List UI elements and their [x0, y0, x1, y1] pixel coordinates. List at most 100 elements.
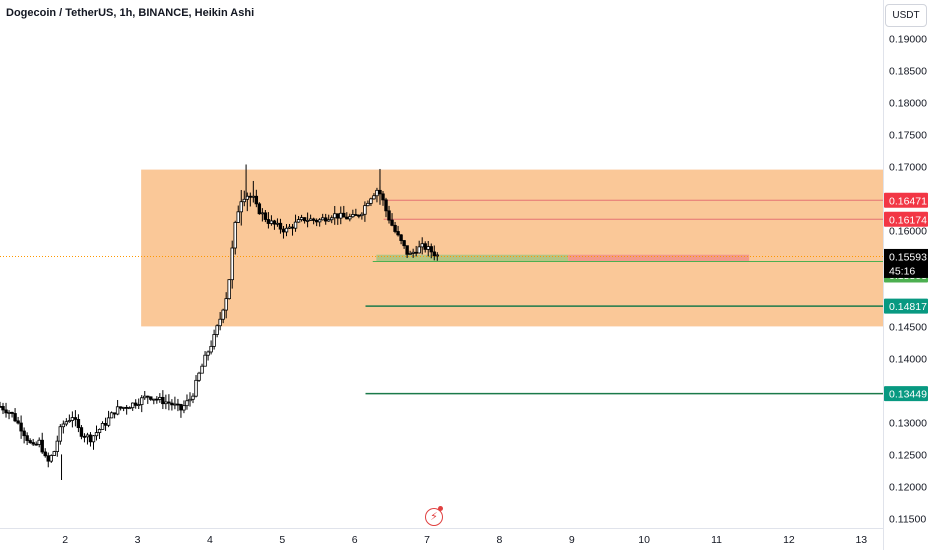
- candle-body-75: [224, 298, 228, 311]
- candle-body-52: [155, 398, 159, 401]
- candle-body-142: [426, 246, 430, 250]
- x-tick-label-11: 13: [855, 534, 867, 546]
- candle-body-24: [70, 417, 75, 421]
- candle-body-144: [432, 251, 436, 257]
- candle-body-36: [106, 417, 111, 426]
- candle-body-60: [179, 404, 183, 411]
- candle-body-93: [278, 222, 283, 230]
- candle-body-128: [384, 199, 388, 212]
- candle-body-27: [79, 427, 84, 437]
- candle-body-105: [314, 220, 319, 223]
- candle-body-40: [118, 406, 123, 409]
- candle-body-116: [348, 216, 352, 220]
- candle-body-119: [357, 214, 361, 217]
- candle-body-133: [399, 234, 403, 241]
- candle-body-46: [137, 404, 141, 407]
- current-price-bg: [884, 248, 928, 278]
- y-tick-label-4: 0.17000: [889, 161, 927, 173]
- candle-body-57: [170, 402, 174, 406]
- candle-body-55: [164, 401, 168, 405]
- y-tick-label-8: 0.14500: [889, 321, 927, 333]
- candle-body-141: [423, 243, 427, 250]
- candle-body-84: [251, 195, 256, 198]
- candle-body-106: [317, 219, 322, 223]
- candle-body-30: [88, 434, 93, 443]
- level-label-bg-5: [884, 386, 928, 402]
- candle-body-45: [134, 402, 138, 406]
- candle-body-138: [414, 251, 418, 254]
- candle-body-108: [323, 217, 328, 222]
- candle-body-120: [360, 213, 364, 217]
- candle-body-9: [25, 435, 29, 441]
- candle-body-13: [37, 439, 41, 445]
- candle-body-23: [67, 420, 72, 423]
- candle-body-22: [64, 421, 69, 425]
- candle-body-8: [22, 430, 26, 437]
- candle-body-103: [308, 218, 313, 221]
- candle-body-56: [167, 401, 171, 404]
- tradingview-logo-icon[interactable]: ⚡: [425, 508, 443, 526]
- candle-body-137: [411, 251, 415, 254]
- candle-body-136: [408, 252, 412, 255]
- candle-body-12: [34, 443, 38, 446]
- candle-body-29: [85, 434, 90, 438]
- x-tick-label-8: 10: [638, 534, 650, 546]
- candle-body-65: [194, 379, 198, 397]
- level-label-bg-1: [884, 211, 928, 227]
- candle-body-145: [435, 254, 439, 257]
- candle-body-71: [212, 334, 216, 347]
- candle-body-113: [339, 212, 343, 219]
- candle-body-91: [272, 220, 277, 225]
- candle-body-42: [124, 406, 129, 409]
- candle-body-39: [115, 406, 120, 415]
- candle-body-115: [345, 216, 349, 220]
- candle-body-35: [103, 422, 108, 426]
- candle-body-100: [299, 217, 304, 220]
- candle-body-139: [417, 246, 421, 254]
- candle-body-67: [200, 365, 204, 374]
- candle-body-80: [239, 201, 243, 213]
- y-tick-label-1: 0.18500: [889, 65, 927, 77]
- candle-body-134: [402, 240, 406, 247]
- candle-body-16: [46, 455, 50, 462]
- candle-body-34: [100, 422, 105, 430]
- candle-body-66: [197, 372, 201, 381]
- candle-body-3: [7, 411, 11, 414]
- currency-selector[interactable]: USDT: [885, 4, 927, 27]
- current-price-label: 0.15593: [889, 251, 927, 263]
- x-tick-label-2: 4: [207, 534, 213, 546]
- candle-body-81: [242, 198, 246, 203]
- candle-body-83: [248, 195, 253, 198]
- candle-body-64: [191, 395, 195, 400]
- candle-body-49: [146, 395, 150, 398]
- bar-countdown-label: 45:16: [889, 265, 915, 277]
- candle-body-92: [275, 222, 280, 225]
- candle-body-51: [152, 398, 156, 401]
- candle-body-43: [127, 407, 132, 410]
- candle-body-140: [420, 243, 424, 248]
- candle-body-117: [351, 214, 355, 218]
- x-tick-label-5: 7: [424, 534, 430, 546]
- x-tick-label-1: 3: [135, 534, 141, 546]
- y-tick-label-9: 0.14000: [889, 353, 927, 365]
- level-label-bg-0: [884, 192, 928, 208]
- candle-body-130: [390, 219, 394, 226]
- x-tick-label-4: 6: [352, 534, 358, 546]
- y-tick-label-2: 0.18000: [889, 97, 927, 109]
- candle-body-107: [320, 217, 325, 221]
- candle-body-68: [203, 354, 207, 367]
- candle-body-37: [109, 412, 114, 419]
- level-label-bg-4: [884, 298, 928, 314]
- candle-body-129: [387, 210, 391, 221]
- candle-body-89: [266, 219, 271, 224]
- candle-body-41: [121, 406, 126, 409]
- candle-body-99: [296, 219, 301, 223]
- x-tick-label-3: 5: [279, 534, 285, 546]
- candle-body-88: [263, 212, 268, 220]
- candle-body-94: [281, 228, 286, 233]
- candle-body-2: [4, 409, 8, 414]
- candle-body-31: [91, 435, 96, 443]
- candle-body-122: [366, 202, 370, 207]
- candle-body-121: [363, 205, 367, 215]
